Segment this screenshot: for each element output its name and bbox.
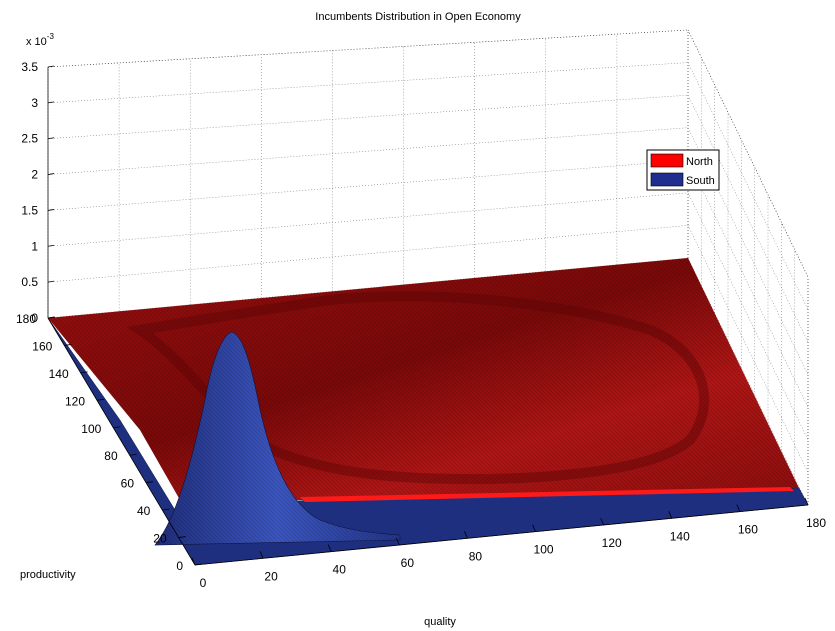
x-tick-label: 60 bbox=[401, 556, 415, 570]
grid-right-z bbox=[687, 257, 809, 506]
y-tick-label: 120 bbox=[65, 394, 85, 408]
axes-front bbox=[47, 317, 809, 566]
legend-swatch-south bbox=[650, 172, 684, 187]
z-tick-label: 0.5 bbox=[21, 275, 38, 289]
surfaces bbox=[47, 258, 809, 566]
grid-right-z bbox=[687, 225, 809, 473]
grid-right-z bbox=[687, 29, 809, 278]
north-front-edge bbox=[300, 487, 794, 502]
z-tick-label: 2 bbox=[31, 168, 38, 182]
x-axis-line bbox=[194, 504, 809, 566]
z-ticks: 0 0.5 1 1.5 2 2.5 3 3.5 bbox=[21, 60, 55, 325]
y-axis-label: productivity bbox=[20, 569, 76, 581]
z-tick-label: 2.5 bbox=[21, 132, 38, 146]
grid-back-z bbox=[47, 29, 689, 68]
legend-swatch-north bbox=[650, 153, 684, 168]
grid-right-z bbox=[687, 160, 809, 408]
x-tick-label: 120 bbox=[602, 536, 622, 550]
y-tick-label: 140 bbox=[49, 367, 69, 381]
grid-back-z bbox=[47, 192, 689, 247]
grid-right-z bbox=[687, 95, 809, 343]
legend-label-north: North bbox=[686, 156, 713, 168]
grid-back-z bbox=[47, 160, 689, 211]
x-tick-label: 80 bbox=[469, 549, 483, 563]
legend-label-south: South bbox=[686, 175, 715, 187]
x-tick-label: 140 bbox=[670, 529, 690, 543]
y-tick-label: 160 bbox=[32, 339, 52, 353]
grid-back-z bbox=[47, 94, 689, 139]
y-tick-label: 20 bbox=[153, 532, 167, 546]
z-tick-label: 1 bbox=[31, 239, 38, 253]
x-axis-label: quality bbox=[424, 616, 456, 628]
grid-back-z bbox=[47, 127, 689, 175]
grid-back-z bbox=[47, 225, 689, 283]
y-tick-label: 180 bbox=[16, 312, 36, 326]
grid-right-z bbox=[687, 192, 809, 440]
y-tick-label: 100 bbox=[81, 422, 101, 436]
y-tick-label: 80 bbox=[104, 449, 118, 463]
x-tick-label: 100 bbox=[534, 543, 554, 557]
x-tick-label: 20 bbox=[264, 569, 278, 583]
grid-right-z bbox=[687, 62, 809, 310]
z-tick-label: 3 bbox=[31, 96, 38, 110]
y-tick-label: 60 bbox=[121, 477, 135, 491]
x-tick-label: 40 bbox=[333, 563, 347, 577]
y-tick-label: 40 bbox=[137, 504, 151, 518]
z-tick-label: 3.5 bbox=[21, 60, 38, 74]
y-tick-label: 0 bbox=[176, 559, 183, 573]
x-ticks: 0 20 40 60 80 100 120 140 160 180 bbox=[191, 497, 826, 590]
legend: North South bbox=[646, 149, 720, 191]
z-tick-label: 0 bbox=[31, 311, 38, 325]
z-exponent-label: x 10-3 bbox=[26, 32, 54, 48]
south-peak-mesh bbox=[155, 332, 400, 545]
y-axis-line bbox=[47, 317, 196, 566]
grid-back-z bbox=[47, 62, 689, 104]
x-tick-label: 0 bbox=[200, 576, 207, 590]
z-tick-label: 1.5 bbox=[21, 203, 38, 217]
x-tick-label: 160 bbox=[738, 523, 758, 537]
x-tick-label: 180 bbox=[806, 516, 826, 530]
chart-title: Incumbents Distribution in Open Economy bbox=[315, 11, 521, 23]
